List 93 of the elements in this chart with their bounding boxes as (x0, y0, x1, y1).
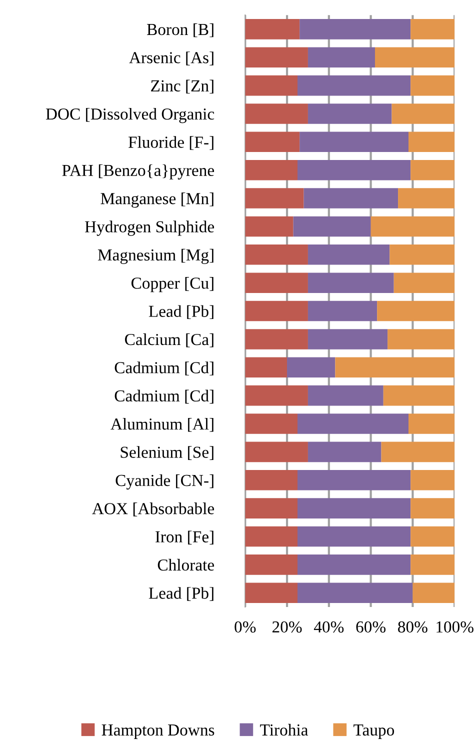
bar (245, 385, 308, 406)
bar (245, 188, 304, 208)
bar (245, 470, 298, 490)
bar (245, 75, 298, 96)
bar (308, 442, 382, 462)
bar (308, 47, 375, 68)
bar (245, 132, 300, 152)
bar (298, 498, 411, 518)
bar (245, 357, 288, 378)
bar (308, 300, 378, 322)
bar (412, 582, 455, 604)
y-tick-label: Selenium [Se] (120, 446, 214, 460)
bar (298, 470, 411, 490)
bar (410, 470, 455, 490)
x-tick-label: 100% (436, 621, 474, 633)
y-tick-label: Zinc [Zn] (151, 80, 214, 94)
y-tick-label: Cadmium [Cd] (114, 362, 214, 376)
bar (245, 47, 308, 68)
bar (245, 329, 308, 350)
y-tick-label: Aluminum [Al] (110, 418, 214, 432)
bar (390, 244, 455, 265)
bar (410, 19, 455, 40)
legend-label: Tirohia (260, 724, 308, 736)
bar (394, 272, 455, 293)
y-tick-label: Cadmium [Cd] (114, 390, 214, 404)
bar (392, 104, 455, 124)
bar (298, 75, 411, 96)
bar (308, 272, 394, 293)
x-tick-label: 80% (398, 621, 428, 633)
bar (388, 329, 455, 350)
bar (377, 300, 455, 322)
bar (410, 160, 455, 180)
legend-label: Taupo (354, 724, 394, 739)
y-tick-label: Cyanide [CN-] (116, 474, 214, 490)
bar (374, 47, 455, 68)
bar (245, 272, 308, 293)
bar (245, 160, 298, 180)
bar (410, 526, 455, 547)
bar (410, 75, 455, 96)
y-tick-label: Chlorate (158, 558, 214, 571)
legend-label: Hampton Downs (102, 724, 214, 739)
bar (308, 104, 392, 124)
bar (300, 132, 409, 152)
bar (245, 554, 298, 575)
bar (245, 300, 308, 322)
bar (293, 216, 371, 237)
y-tick-label: Calcium [Ca] (125, 333, 214, 348)
bar (245, 414, 298, 434)
y-tick-label: PAH [Benzo{a}pyrene (62, 164, 214, 180)
y-tick-label: DOC [Dissolved Organic (46, 108, 214, 124)
y-tick-label: Manganese [Mn] (100, 192, 214, 208)
y-tick-label: Fluoride [F-] (128, 136, 214, 150)
bar (370, 216, 455, 237)
y-tick-label: Lead [Pb] (148, 305, 214, 320)
bar (298, 160, 411, 180)
bar (245, 216, 294, 237)
y-tick-label: Boron [B] (147, 23, 214, 38)
bar (308, 385, 384, 406)
bar (381, 442, 455, 462)
bar (398, 188, 455, 208)
x-tick-label: 20% (272, 621, 302, 633)
bar (298, 526, 411, 547)
y-tick-label: Iron [Fe] (155, 530, 214, 545)
y-tick-label: Magnesium [Mg] (98, 248, 214, 264)
bar (298, 582, 413, 604)
bar (245, 582, 298, 604)
bar (298, 554, 411, 575)
y-tick-label: Arsenic [As] (129, 52, 214, 66)
bar (308, 329, 388, 350)
y-tick-label: AOX [Absorbable (92, 502, 214, 516)
y-tick-label: Copper [Cu] (131, 277, 214, 292)
bar (383, 385, 455, 406)
x-tick-label: 40% (314, 621, 344, 633)
bar (245, 442, 308, 462)
x-tick-label: 0% (234, 621, 256, 633)
bar (408, 414, 455, 434)
x-tick-label: 60% (356, 621, 386, 633)
y-tick-label: Hydrogen Sulphide (84, 220, 214, 236)
bar (408, 132, 455, 152)
bar (245, 104, 308, 124)
bar (245, 244, 308, 265)
bar (304, 188, 398, 208)
bar (300, 19, 411, 40)
bar (298, 414, 409, 434)
bar (245, 526, 298, 547)
y-tick-label: Lead [Pb] (148, 587, 214, 601)
bar (245, 498, 298, 518)
bar (245, 19, 300, 40)
bar (335, 357, 455, 378)
bar (308, 244, 390, 265)
bar (287, 357, 336, 378)
bar (410, 498, 455, 518)
bar (410, 554, 455, 575)
